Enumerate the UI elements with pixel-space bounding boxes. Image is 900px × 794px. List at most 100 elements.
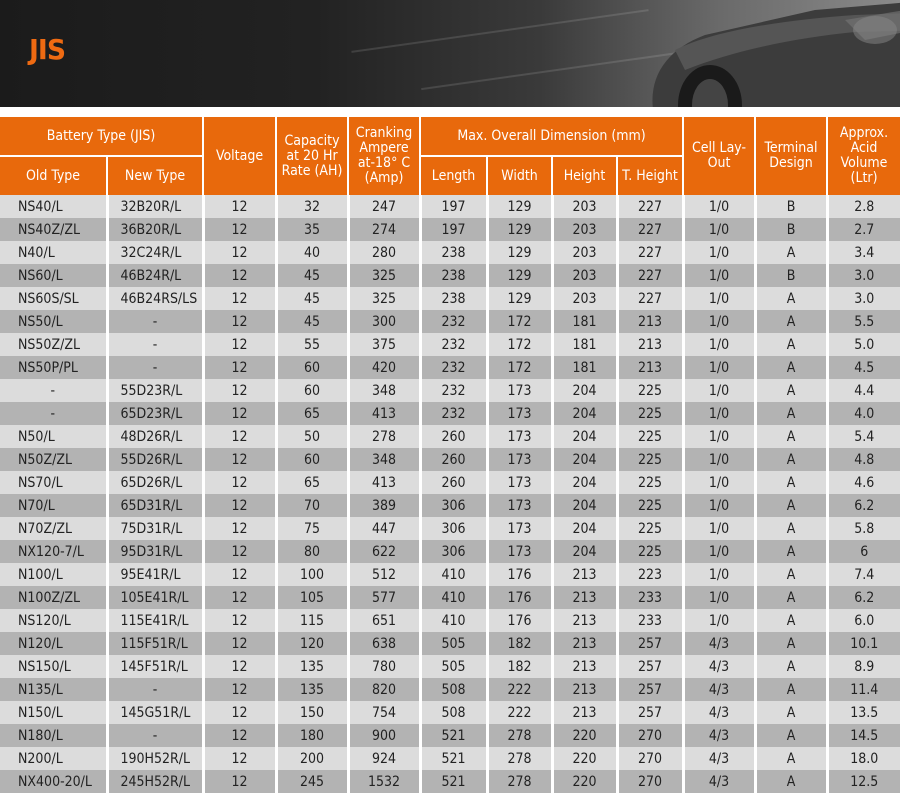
cell-voltage: 12 (201, 701, 277, 724)
cell-length: 508 (418, 701, 488, 724)
cell-acid-volume: 6.2 (825, 586, 900, 609)
cell-width: 129 (485, 241, 553, 264)
cell-terminal: A (753, 632, 828, 655)
table-row: NS60S/SL 46B24RS/LS 12 45 325 238 129 203 227 1/0… (0, 287, 900, 310)
cell-cell-layout: 4/3 (681, 655, 756, 678)
cell-height: 204 (550, 425, 618, 448)
cell-height: 203 (550, 264, 618, 287)
cell-terminal: A (753, 287, 828, 310)
cell-new-type: 32C24R/L (105, 241, 204, 264)
cell-cell-layout: 1/0 (681, 310, 756, 333)
cell-cell-layout: 4/3 (681, 724, 756, 747)
cell-length: 232 (418, 402, 488, 425)
cell-t-height: 225 (615, 540, 684, 563)
cell-terminal: A (753, 540, 828, 563)
cell-cranking: 413 (346, 402, 421, 425)
cell-new-type: - (105, 724, 204, 747)
cell-terminal: A (753, 402, 828, 425)
cell-cell-layout: 1/0 (681, 402, 756, 425)
header-cranking: Cranking Ampere at-18° C (Amp) (347, 117, 421, 195)
cell-capacity: 40 (274, 241, 349, 264)
cell-t-height: 227 (615, 195, 684, 218)
cell-new-type: 36B20R/L (105, 218, 204, 241)
cell-old-type: N100Z/ZL (0, 586, 107, 609)
cell-old-type: NX400-20/L (0, 770, 107, 793)
cell-voltage: 12 (201, 264, 277, 287)
header-battery-type: Battery Type (JIS) (0, 117, 204, 156)
cell-width: 129 (485, 264, 553, 287)
cell-width: 182 (485, 655, 553, 678)
cell-new-type: 145F51R/L (105, 655, 204, 678)
cell-width: 172 (485, 356, 553, 379)
cell-length: 508 (418, 678, 488, 701)
cell-width: 176 (485, 586, 553, 609)
cell-t-height: 270 (615, 770, 684, 793)
cell-acid-volume: 8.9 (825, 655, 900, 678)
cell-capacity: 135 (274, 655, 349, 678)
cell-acid-volume: 6.2 (825, 494, 900, 517)
cell-width: 278 (485, 770, 553, 793)
cell-cranking: 375 (346, 333, 421, 356)
table-row: NS50Z/ZL -12 55 375 232 172 181 213 1/0 A 5.0 (0, 333, 900, 356)
cell-old-type: NX120-7/L (0, 540, 107, 563)
header-acid: Approx. Acid Volume (Ltr) (826, 117, 900, 195)
cell-old-type: NS150/L (0, 655, 107, 678)
cell-acid-volume: 4.4 (825, 379, 900, 402)
cell-capacity: 65 (274, 402, 349, 425)
cell-width: 129 (485, 287, 553, 310)
cell-cell-layout: 4/3 (681, 678, 756, 701)
cell-old-type: N120/L (0, 632, 107, 655)
cell-capacity: 70 (274, 494, 349, 517)
cell-height: 181 (550, 356, 618, 379)
cell-cell-layout: 1/0 (681, 517, 756, 540)
cell-voltage: 12 (201, 494, 277, 517)
cell-voltage: 12 (201, 678, 277, 701)
table-row: NS40/L 32B20R/L 12 32 247 197 129 203 227 1/0 B 2.8 (0, 195, 900, 218)
cell-height: 213 (550, 701, 618, 724)
cell-new-type: 190H52R/L (105, 747, 204, 770)
cell-old-type: N70Z/ZL (0, 517, 107, 540)
cell-voltage: 12 (201, 218, 277, 241)
cell-terminal: A (753, 770, 828, 793)
cell-cranking: 754 (346, 701, 421, 724)
cell-acid-volume: 5.5 (825, 310, 900, 333)
cell-cranking: 1532 (346, 770, 421, 793)
cell-width: 176 (485, 609, 553, 632)
cell-length: 197 (418, 218, 488, 241)
cell-acid-volume: 3.0 (825, 264, 900, 287)
cell-acid-volume: 4.0 (825, 402, 900, 425)
cell-t-height: 225 (615, 448, 684, 471)
cell-voltage: 12 (201, 356, 277, 379)
cell-length: 521 (418, 747, 488, 770)
table-row: N100Z/ZL 105E41R/L 12 105 577 410 176 213 233 1/0… (0, 586, 900, 609)
cell-voltage: 12 (201, 517, 277, 540)
cell-capacity: 115 (274, 609, 349, 632)
car-image (652, 2, 900, 107)
cell-acid-volume: 10.1 (825, 632, 900, 655)
cell-width: 173 (485, 540, 553, 563)
cell-new-type: 115E41R/L (105, 609, 204, 632)
cell-t-height: 225 (615, 517, 684, 540)
cell-length: 521 (418, 724, 488, 747)
cell-t-height: 257 (615, 678, 684, 701)
cell-cranking: 820 (346, 678, 421, 701)
cell-acid-volume: 5.8 (825, 517, 900, 540)
cell-width: 222 (485, 678, 553, 701)
cell-height: 204 (550, 402, 618, 425)
cell-cell-layout: 1/0 (681, 333, 756, 356)
cell-old-type: - (0, 379, 107, 402)
cell-acid-volume: 6 (825, 540, 900, 563)
cell-height: 181 (550, 310, 618, 333)
cell-t-height: 257 (615, 632, 684, 655)
cell-width: 129 (485, 195, 553, 218)
cell-length: 232 (418, 333, 488, 356)
cell-t-height: 225 (615, 471, 684, 494)
header-terminal: Terminal Design (754, 117, 828, 195)
cell-acid-volume: 13.5 (825, 701, 900, 724)
cell-cell-layout: 1/0 (681, 195, 756, 218)
jis-logo: JIS (28, 33, 66, 66)
cell-width: 222 (485, 701, 553, 724)
cell-height: 213 (550, 678, 618, 701)
cell-t-height: 225 (615, 425, 684, 448)
cell-new-type: - (105, 310, 204, 333)
